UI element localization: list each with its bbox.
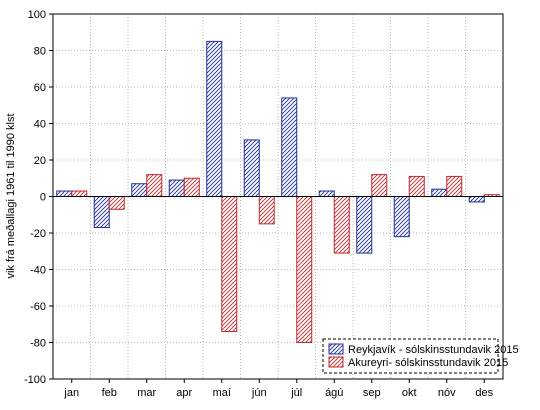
x-tick-label: mar <box>137 387 156 399</box>
bar-series-1 <box>431 188 448 197</box>
bar-series-2 <box>296 196 313 343</box>
bar-series-1 <box>243 139 260 198</box>
bar-series-1 <box>356 196 373 254</box>
y-tick-label: -40 <box>30 265 46 277</box>
x-tick-label: nóv <box>438 387 456 399</box>
bar-series-1 <box>56 190 73 197</box>
x-tick-label: maí <box>213 387 231 399</box>
bar-series-1 <box>318 190 335 197</box>
legend-label: Akureyri- sólskinsstundavik 2015 <box>348 357 508 369</box>
bar-series-2 <box>446 175 463 198</box>
y-tick-label: 100 <box>28 9 46 21</box>
bar-series-1 <box>206 40 223 197</box>
bar-series-2 <box>258 196 275 225</box>
bar-series-2 <box>333 196 350 254</box>
y-axis-label: vik frá meðallagi 1961 til 1990 klst <box>5 113 17 278</box>
legend-swatch <box>328 356 344 368</box>
legend-swatch <box>328 343 344 355</box>
x-tick-label: apr <box>176 387 192 399</box>
plot-frame <box>52 13 504 380</box>
x-tick-label: des <box>475 387 493 399</box>
x-tick-label: jún <box>251 387 267 399</box>
y-tick-label: -60 <box>30 301 46 313</box>
x-tick-label: júl <box>290 387 302 399</box>
bar-series-1 <box>393 196 410 238</box>
bar-series-2 <box>71 190 88 197</box>
y-tick-label: 40 <box>34 119 46 131</box>
axes: -100 -80 -60 -40 -20 0 20 40 60 80 100 jan feb mar apr… <box>24 9 504 399</box>
bar-series-1 <box>168 179 185 197</box>
bar-series-2 <box>408 175 425 198</box>
x-tick-label: ágú <box>325 387 343 399</box>
x-tick-label: sep <box>363 387 381 399</box>
y-tick-label: 80 <box>34 46 46 58</box>
bar-series-2 <box>108 196 125 210</box>
x-tick-label: jan <box>63 387 79 399</box>
legend-box <box>322 338 499 374</box>
bars <box>56 40 500 343</box>
y-tick-label: -100 <box>24 374 46 386</box>
legend-label: Reykjavík - sólskinsstundavik 2015 <box>348 344 519 356</box>
bar-series-2 <box>146 174 163 198</box>
y-tick-label: 60 <box>34 82 46 94</box>
y-tick-label: -20 <box>30 228 46 240</box>
bar-series-2 <box>371 174 388 198</box>
bar-series-1 <box>131 183 148 198</box>
bar-series-2 <box>183 177 200 197</box>
x-tick-label: feb <box>102 387 117 399</box>
bar-series-1 <box>468 196 485 203</box>
y-tick-label: 20 <box>34 155 46 167</box>
bar-series-1 <box>281 97 298 197</box>
bar-series-1 <box>93 196 110 229</box>
y-tick-label: -80 <box>30 338 46 350</box>
y-tick-label: 0 <box>40 192 46 204</box>
x-tick-label: okt <box>402 387 417 399</box>
legend: Reykjavík - sólskinsstundavik 2015Akurey… <box>322 338 519 374</box>
bar-series-2 <box>221 196 238 333</box>
